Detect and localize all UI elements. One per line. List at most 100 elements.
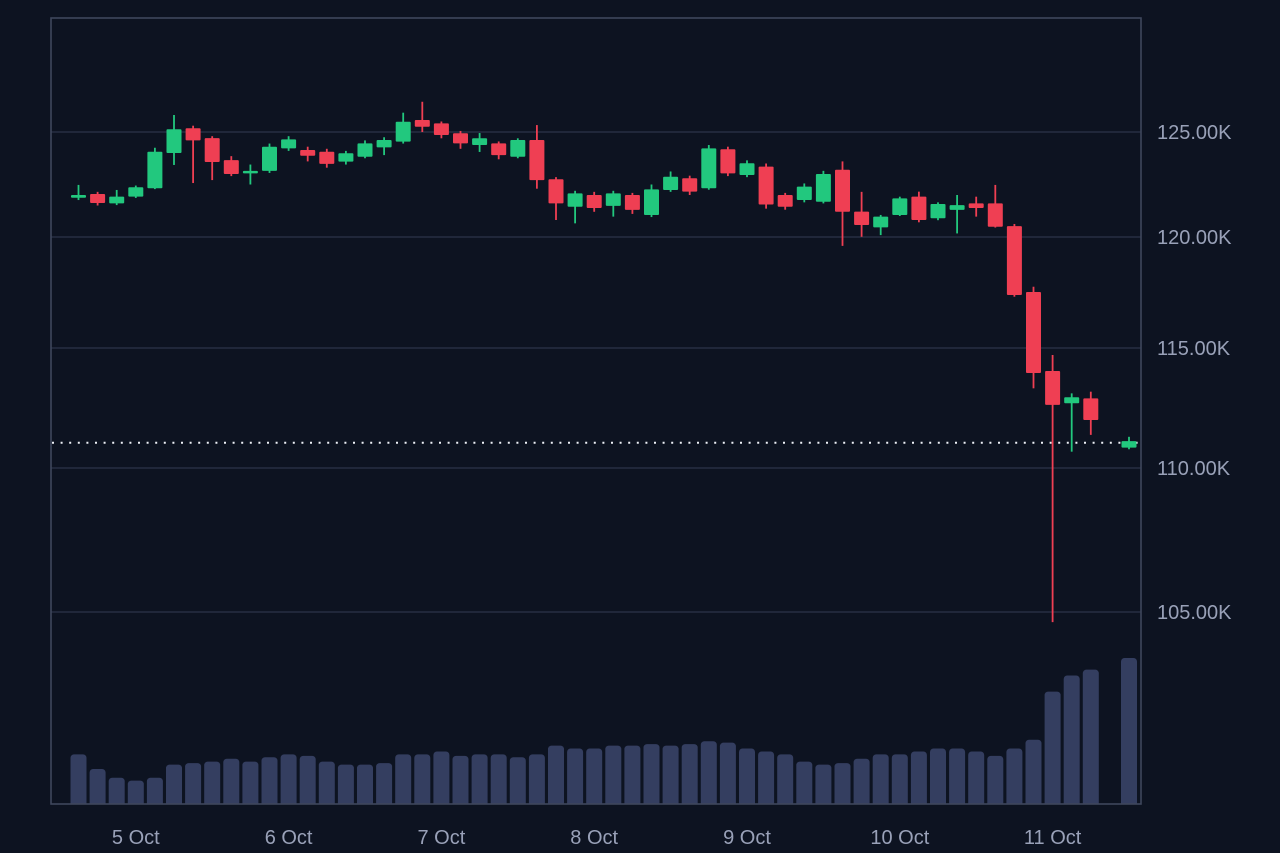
- candle-down: [453, 133, 468, 144]
- x-axis-label: 7 Oct: [418, 827, 466, 849]
- candle-up: [109, 196, 125, 204]
- candle-down: [911, 196, 927, 220]
- volume-bar: [1025, 739, 1042, 804]
- candle-down: [491, 143, 507, 156]
- candle-down: [548, 179, 564, 204]
- candle-up: [338, 153, 354, 162]
- volume-bar: [872, 754, 889, 804]
- candle-up: [644, 189, 659, 215]
- volume-bar: [376, 763, 393, 804]
- candle-up: [71, 195, 86, 198]
- chart-plot-area[interactable]: [51, 18, 1141, 804]
- x-axis-label: 6 Oct: [265, 827, 313, 849]
- candle-down: [624, 195, 640, 210]
- candle-up: [873, 216, 889, 228]
- volume-bar: [1121, 658, 1137, 804]
- volume-bar: [1063, 675, 1080, 804]
- x-axis-label: 10 Oct: [870, 827, 929, 849]
- volume-bar: [471, 754, 488, 804]
- volume-bar: [853, 758, 870, 804]
- candle-up: [395, 121, 411, 142]
- candle-up: [701, 148, 717, 189]
- candle-up: [376, 139, 392, 148]
- candle-up: [949, 205, 965, 210]
- candle-down: [835, 169, 850, 212]
- volume-bar: [89, 768, 106, 804]
- candle-up: [1064, 397, 1080, 404]
- volume-bar: [357, 764, 373, 804]
- volume-bar: [910, 751, 927, 804]
- candle-down: [854, 211, 870, 226]
- volume-bar: [108, 777, 125, 804]
- candle-down: [90, 193, 106, 203]
- volume-bar: [261, 757, 278, 804]
- candle-down: [682, 178, 698, 192]
- candle-up: [892, 198, 908, 215]
- volume-bar: [930, 748, 946, 804]
- volume-bar: [758, 751, 775, 804]
- candle-down: [185, 128, 201, 141]
- candle-up: [262, 146, 277, 171]
- volume-bar: [414, 754, 431, 804]
- volume-bar: [146, 777, 163, 804]
- candle-down: [758, 166, 774, 205]
- volume-bar: [681, 744, 698, 804]
- candle-down: [529, 139, 545, 181]
- volume-bar: [719, 742, 736, 804]
- y-axis-label: 120.00K: [1157, 227, 1232, 249]
- volume-bar: [185, 763, 202, 804]
- volume-bar: [242, 761, 259, 804]
- volume-bar: [70, 754, 87, 804]
- volume-bar: [987, 755, 1004, 804]
- volume-bar: [834, 763, 851, 804]
- candle-up: [166, 129, 182, 153]
- candle-down: [987, 203, 1003, 227]
- candle-down: [223, 160, 239, 174]
- candle-up: [357, 143, 373, 157]
- candle-up: [147, 151, 163, 189]
- volume-bar: [949, 748, 966, 804]
- candle-down: [433, 123, 449, 135]
- candle-down: [300, 150, 316, 156]
- candle-up: [567, 193, 583, 207]
- candle-down: [586, 195, 602, 209]
- volume-bar: [528, 754, 545, 804]
- candle-up: [281, 139, 297, 149]
- volume-bar: [318, 761, 335, 804]
- volume-bar: [433, 751, 450, 804]
- candle-up: [930, 204, 946, 219]
- volume-bar: [586, 748, 603, 804]
- candle-down: [720, 149, 736, 174]
- y-axis-label: 125.00K: [1157, 122, 1232, 144]
- volume-bar: [968, 751, 985, 804]
- x-axis-label: 11 Oct: [1024, 827, 1082, 849]
- candles-layer: [71, 101, 1137, 623]
- candle-up: [815, 174, 831, 202]
- candle-up: [510, 139, 526, 157]
- volume-bar: [395, 754, 412, 804]
- candle-down: [204, 138, 220, 163]
- volume-bar: [166, 764, 182, 804]
- volume-bar: [777, 754, 794, 804]
- volume-bar: [662, 745, 679, 804]
- volume-bar: [1082, 669, 1099, 804]
- volume-bar: [700, 741, 717, 804]
- chart-frame: [50, 17, 1142, 805]
- volume-bar: [815, 764, 832, 804]
- y-axis-label: 110.00K: [1157, 458, 1231, 480]
- volume-bar: [490, 754, 507, 804]
- candle-down: [1026, 292, 1041, 373]
- candle-down: [1006, 226, 1022, 295]
- volume-bar: [127, 780, 144, 804]
- candle-up: [128, 187, 144, 197]
- candle-down: [1045, 371, 1061, 405]
- volume-bar: [280, 754, 297, 804]
- volume-bar: [452, 755, 469, 804]
- volume-bar: [337, 764, 354, 804]
- x-axis-label: 9 Oct: [723, 827, 771, 849]
- volume-bar: [509, 757, 526, 804]
- x-axis-label: 5 Oct: [112, 827, 160, 849]
- volume-bar: [624, 745, 641, 804]
